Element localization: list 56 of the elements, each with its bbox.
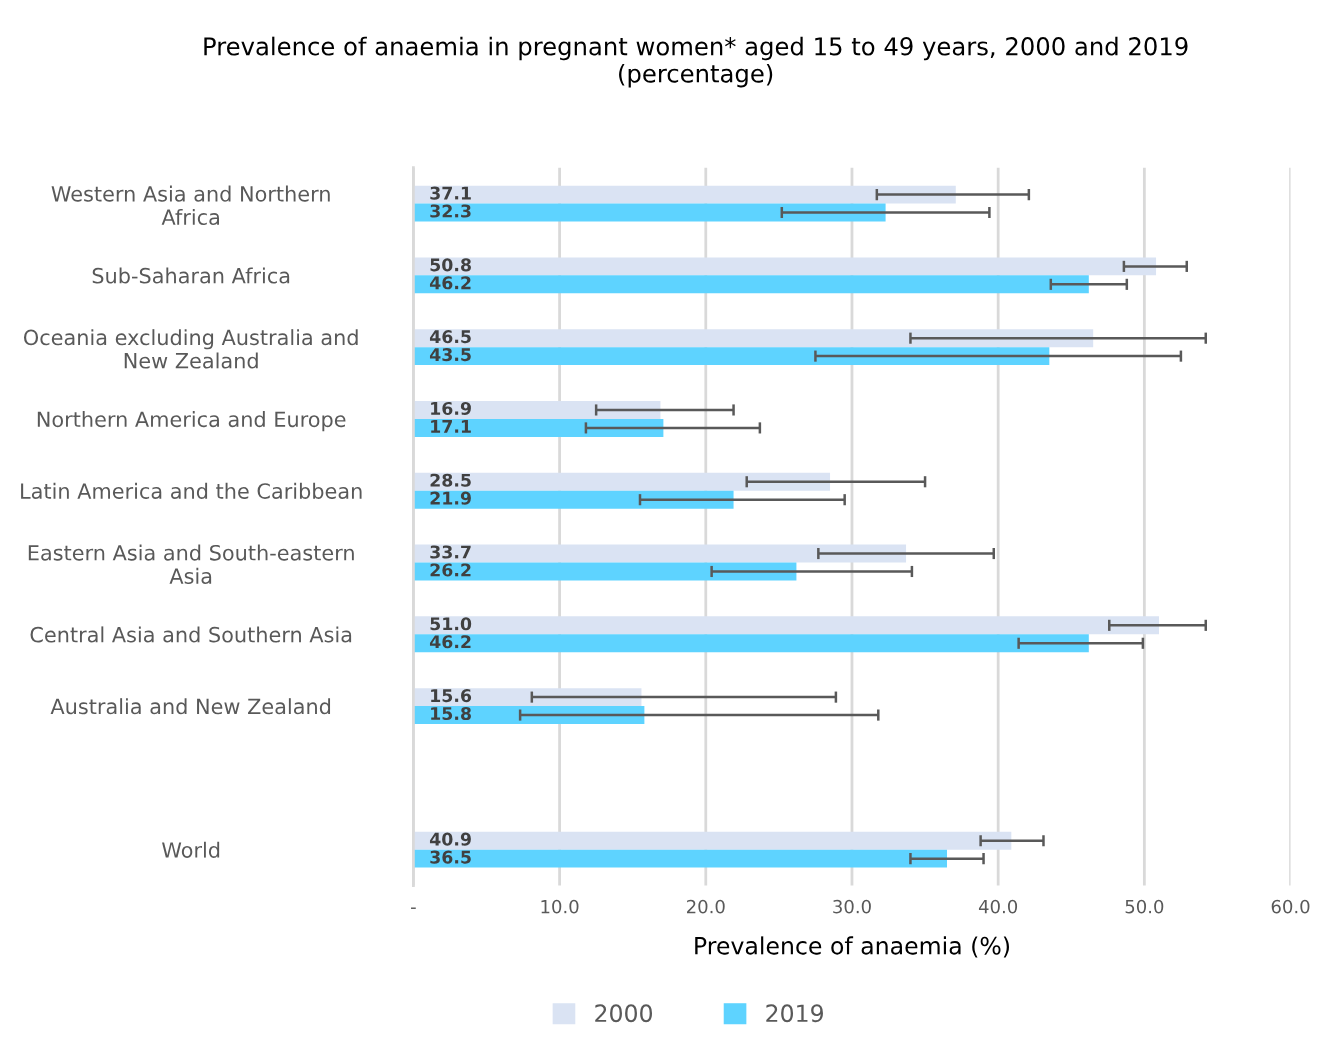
data-label: 15.6	[431, 689, 472, 703]
data-label: 43.5	[429, 348, 471, 362]
y-tick-label: Australia and New Zealand	[50, 698, 331, 715]
bar	[413, 849, 947, 868]
y-tick-label: Northern America and Europe	[37, 411, 346, 432]
bar	[413, 616, 1159, 635]
bar	[413, 400, 661, 419]
bar	[413, 472, 831, 491]
bar	[413, 418, 664, 437]
data-label: 37.1	[430, 186, 471, 200]
data-label: 33.7	[430, 545, 471, 559]
data-label: 15.8	[431, 706, 471, 721]
bar	[413, 562, 797, 581]
x-tick-label: 20.0	[687, 899, 725, 914]
x-tick-label: 10.0	[541, 899, 579, 914]
y-tick-label: Sub-Saharan Africa	[92, 267, 290, 284]
y-tick-label: World	[162, 841, 220, 858]
data-label: 28.5	[430, 473, 471, 487]
bar	[413, 634, 1089, 653]
data-label: 50.8	[430, 258, 471, 272]
data-label: 17.1	[431, 420, 471, 433]
bar	[413, 329, 1094, 348]
legend-label: 2000	[595, 1004, 653, 1023]
x-tick-label: -	[411, 907, 416, 909]
y-tick-label: Western Asia and Northern Africa	[51, 185, 330, 226]
chart-title: Prevalence of anaemia in pregnant women* aged 15 to 49 years, 2000 and 2019 (percentage)	[204, 36, 1188, 88]
bar	[413, 257, 1157, 276]
data-label: 16.9	[431, 401, 471, 415]
x-tick-label: 30.0	[833, 899, 871, 914]
bar	[413, 347, 1050, 366]
data-label: 46.2	[429, 276, 471, 290]
x-tick-label: 50.0	[1125, 899, 1164, 914]
data-label: 40.9	[429, 832, 471, 846]
data-label: 32.3	[430, 204, 471, 218]
y-tick-label: Central Asia and Southern Asia	[30, 626, 352, 643]
legend-label: 2019	[766, 1004, 823, 1023]
bar	[413, 203, 886, 222]
bar	[413, 706, 645, 725]
y-tick-label: Latin America and the Caribbean	[21, 482, 362, 499]
data-label: 46.2	[429, 635, 471, 649]
data-label: 46.5	[429, 330, 471, 344]
y-tick-label: Oceania excluding Australia and New Zealand	[23, 329, 358, 369]
data-label: 36.5	[430, 850, 471, 864]
data-label: 51.0	[430, 617, 472, 631]
bar	[413, 544, 907, 563]
y-tick-label: Eastern Asia and South-eastern Asia	[28, 544, 354, 584]
data-label: 26.2	[430, 563, 471, 577]
bar	[413, 831, 1012, 850]
bar	[413, 688, 642, 707]
x-axis-title: Prevalence of anaemia (%)	[695, 936, 1009, 958]
data-label: 21.9	[430, 491, 471, 505]
bar	[413, 490, 734, 509]
bar	[413, 185, 956, 204]
bar	[413, 275, 1089, 294]
x-tick-label: 60.0	[1271, 899, 1310, 914]
x-tick-label: 40.0	[978, 899, 1018, 914]
